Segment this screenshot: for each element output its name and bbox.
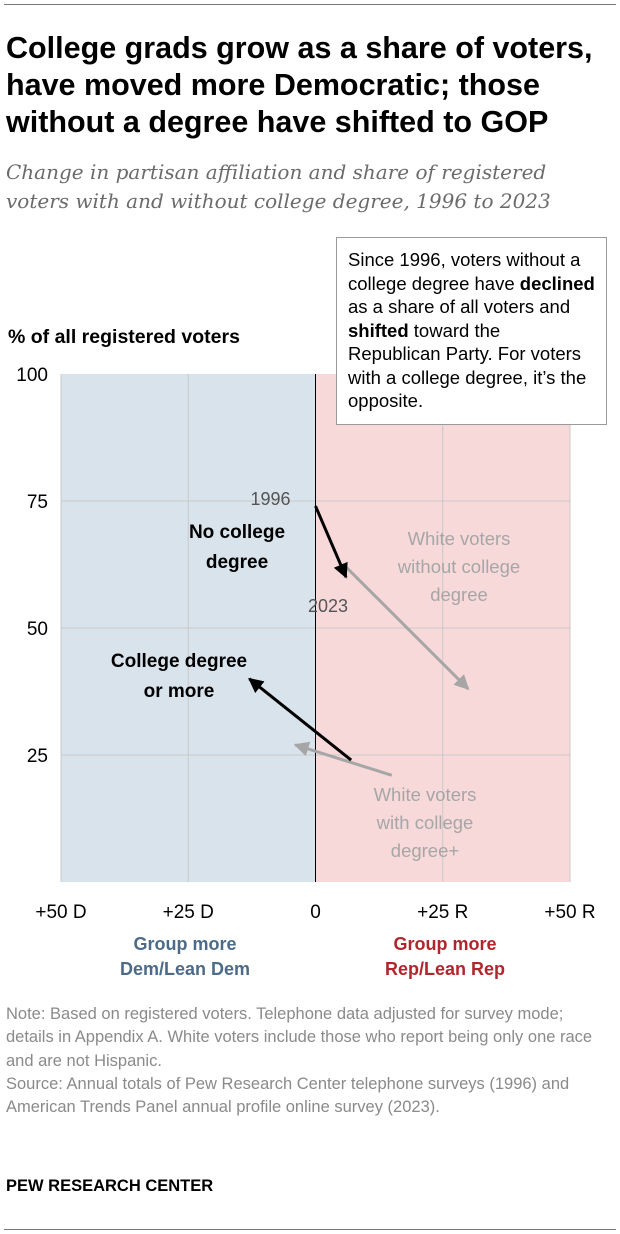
callout-bold-declined: declined xyxy=(519,272,595,294)
rep-side-label-line-2: Rep/Lean Rep xyxy=(384,959,506,979)
white-no-college-label-line-3: degree xyxy=(430,584,488,605)
x-tick-label: +50 R xyxy=(544,902,595,920)
y-tick-label: 25 xyxy=(27,746,48,767)
x-tick-label: +25 D xyxy=(163,902,214,920)
x-tick-label: 0 xyxy=(310,902,321,920)
dem-side-label-line-2: Dem/Lean Dem xyxy=(119,959,251,979)
notes: Note: Based on registered voters. Teleph… xyxy=(6,1003,612,1119)
dem-side-label-line-1: Group more xyxy=(133,934,237,954)
chart: +50 D +25 D 0 +25 R +50 R 100 75 50 25 1996 2023 N… xyxy=(16,365,595,920)
rep-side-label-line-1: Group more xyxy=(393,934,497,954)
arrow-college xyxy=(248,677,353,762)
no-college-label-line-2: degree xyxy=(206,552,268,573)
arrow-no-college xyxy=(314,505,348,579)
dem-side-label: Group more Dem/Lean Dem xyxy=(95,932,275,982)
chart-subtitle: Change in partisan affiliation and share… xyxy=(6,160,551,213)
college-label-line-1: College degree xyxy=(111,651,247,672)
y-tick-label: 50 xyxy=(27,619,48,640)
arrow-white-college xyxy=(293,741,393,777)
callout-text-1: Since 1996, voters without a college deg… xyxy=(348,249,581,294)
white-college-label-line-2: with college xyxy=(376,812,474,833)
callout-bold-shifted: shifted xyxy=(348,319,409,341)
note-text: Note: Based on registered voters. Teleph… xyxy=(6,1005,593,1070)
x-tick-label: +25 R xyxy=(417,902,468,920)
bottom-rule xyxy=(4,1229,616,1230)
no-college-label-line-1: No college xyxy=(189,522,285,543)
year-1996-label: 1996 xyxy=(250,489,290,509)
chart-title: College grads grow as a share of voters,… xyxy=(6,31,593,139)
y-tick-label: 75 xyxy=(27,492,48,513)
callout-text-3: toward the Republican Party. For voters … xyxy=(348,319,587,412)
rep-side-label: Group more Rep/Lean Rep xyxy=(355,932,535,982)
y-axis-label: % of all registered voters xyxy=(8,326,240,348)
callout-text-2: as a share of all voters and xyxy=(348,296,571,317)
college-label-line-2: or more xyxy=(144,681,215,702)
arrow-white-no-college xyxy=(344,565,470,691)
white-no-college-label-line-1: White voters xyxy=(408,528,511,549)
y-tick-label: 100 xyxy=(16,365,48,386)
x-tick-label: +50 D xyxy=(35,902,86,920)
white-no-college-label-line-2: without college xyxy=(397,556,520,577)
callout-box: Since 1996, voters without a college deg… xyxy=(336,237,607,425)
year-2023-label: 2023 xyxy=(308,596,348,616)
white-college-label-line-3: degree+ xyxy=(391,840,459,861)
top-rule xyxy=(4,4,616,5)
footer-credit: PEW RESEARCH CENTER xyxy=(6,1177,214,1195)
white-college-label-line-1: White voters xyxy=(374,784,477,805)
source-text: Source: Annual totals of Pew Research Ce… xyxy=(6,1074,570,1117)
